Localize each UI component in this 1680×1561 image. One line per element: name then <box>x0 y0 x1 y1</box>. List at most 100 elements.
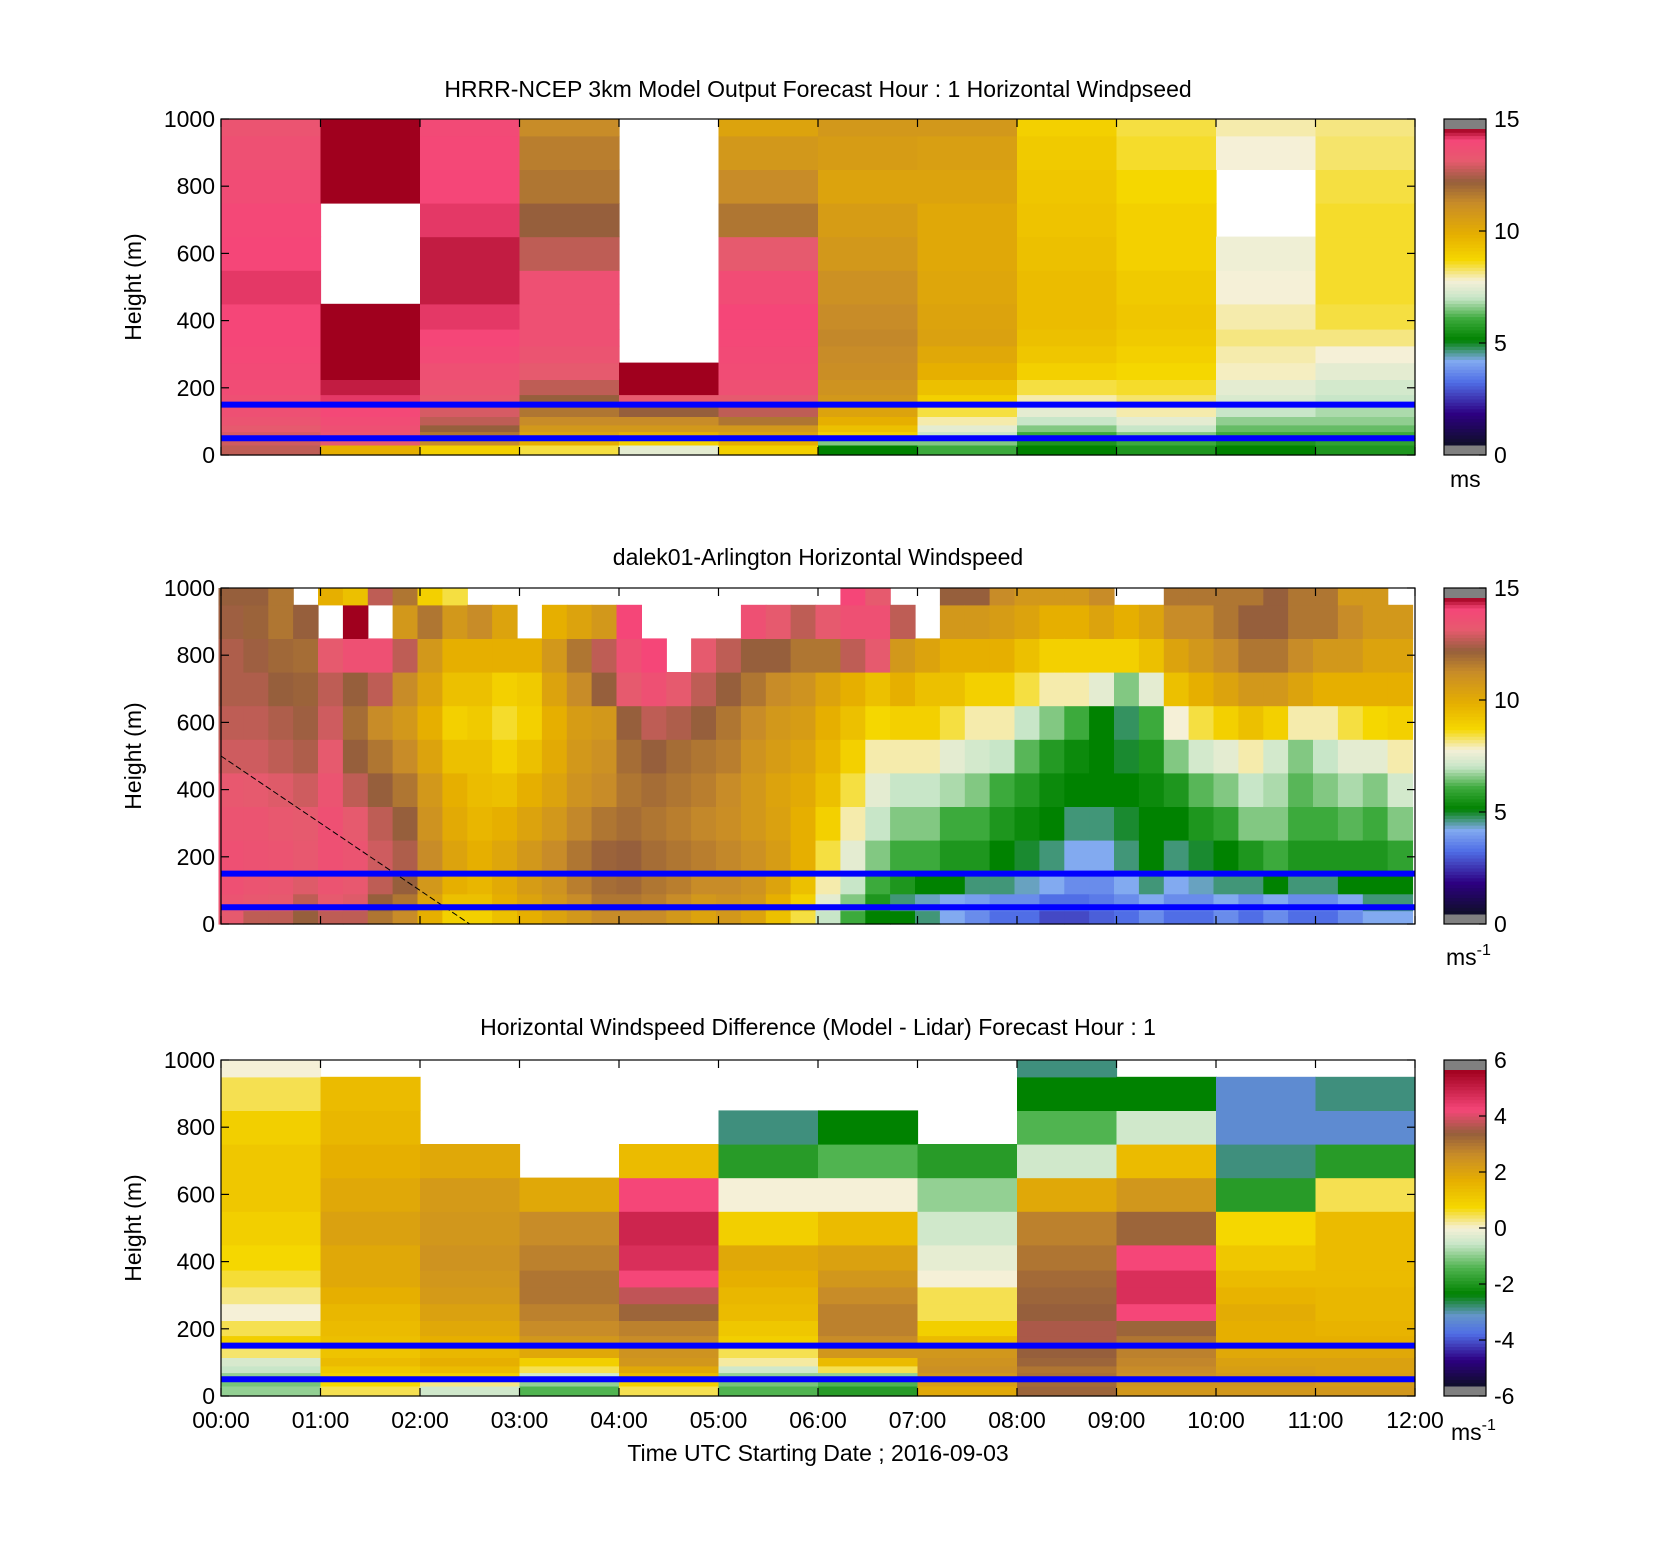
heatmap-cell <box>293 705 319 740</box>
heatmap-cell <box>1362 910 1389 925</box>
heatmap-cell <box>939 588 966 606</box>
heatmap-cell <box>221 345 322 364</box>
heatmap-cell <box>964 806 991 841</box>
heatmap-cell <box>442 739 468 774</box>
y-tick-label: 1000 <box>164 106 215 132</box>
heatmap-cell <box>243 588 269 606</box>
heatmap-cell <box>420 203 521 238</box>
heatmap-cell <box>818 329 919 347</box>
colorbar-swatch <box>1444 1293 1486 1298</box>
heatmap-cell <box>865 705 891 740</box>
heatmap-cell <box>619 1303 720 1321</box>
colorbar-swatch <box>1444 329 1486 334</box>
heatmap-cell <box>740 672 767 707</box>
heatmap-cell <box>517 705 543 740</box>
heatmap-cell <box>1315 1270 1416 1288</box>
colorbar-swatch <box>1444 765 1486 770</box>
heatmap-cell <box>492 772 518 807</box>
heatmap-cell <box>1216 379 1317 396</box>
heatmap-cell <box>1017 362 1118 380</box>
colorbar-swatch <box>1444 742 1486 747</box>
heatmap-cell <box>840 772 866 807</box>
colorbar-tick-label: 15 <box>1494 575 1520 601</box>
colorbar-swatch <box>1444 198 1486 202</box>
heatmap-cell <box>442 705 468 740</box>
colorbar-swatch <box>1444 746 1486 750</box>
colorbar-swatch <box>1444 1112 1486 1117</box>
heatmap-cell <box>716 705 742 740</box>
colorbar-swatch <box>1444 1181 1486 1186</box>
heatmap-cell <box>1163 806 1190 841</box>
heatmap-cell <box>917 1270 1018 1288</box>
heatmap-cell <box>1216 119 1317 137</box>
heatmap-cell <box>840 739 866 774</box>
reference-lines <box>221 401 1415 442</box>
heatmap-cell <box>417 739 443 774</box>
heatmap-cell <box>915 910 941 925</box>
colorbar-swatch <box>1444 854 1486 859</box>
colorbar-swatch <box>1444 1307 1486 1311</box>
heatmap-cell <box>519 1177 620 1212</box>
colorbar-swatch <box>1444 142 1486 146</box>
colorbar-swatch <box>1444 431 1486 436</box>
colorbar-swatch <box>1444 1362 1486 1367</box>
colorbar-cap <box>1444 914 1486 924</box>
y-tick-label: 200 <box>177 375 215 401</box>
heatmap-cell <box>1216 444 1317 456</box>
colorbar-swatch <box>1444 138 1486 143</box>
heatmap-cell <box>320 1379 421 1387</box>
heatmap-cell <box>1089 705 1115 740</box>
colorbar-swatch <box>1444 772 1486 777</box>
colorbar-swatch <box>1444 1201 1486 1206</box>
heatmap-cell <box>1216 1177 1317 1212</box>
colorbar-swatch <box>1444 254 1486 258</box>
colorbar-swatch <box>1444 1185 1486 1189</box>
heatmap-cell <box>1017 1270 1118 1288</box>
colorbar-swatch <box>1444 326 1486 331</box>
colorbar-swatch <box>1444 1175 1486 1180</box>
colorbar-swatch <box>1444 802 1486 806</box>
heatmap-cell <box>243 910 269 925</box>
heatmap-cell <box>420 329 521 347</box>
colorbar: 0 5 10 15 <box>1443 575 1520 937</box>
heatmap-cell <box>840 672 866 707</box>
heatmap-cell <box>591 638 618 673</box>
heatmap-cell <box>1216 345 1317 364</box>
heatmap-cell <box>541 705 568 740</box>
colorbar-swatch <box>1444 808 1486 813</box>
colorbar: 0 5 10 15 <box>1443 106 1520 468</box>
heatmap-cell <box>989 588 1016 606</box>
heatmap-cell <box>221 270 322 305</box>
heatmap-cell <box>666 910 692 925</box>
heatmap-cell <box>1288 705 1314 740</box>
heatmap-cell <box>1114 806 1140 841</box>
heatmap-cell <box>915 638 941 673</box>
heatmap-cell <box>1188 638 1215 673</box>
heatmap-cell <box>718 424 819 433</box>
heatmap-cell <box>619 416 720 426</box>
colorbar-swatch <box>1444 148 1486 153</box>
colorbar-swatch <box>1444 683 1486 688</box>
heatmap-cell <box>420 1385 521 1397</box>
heatmap-cell <box>917 424 1018 433</box>
colorbar-swatch <box>1444 805 1486 810</box>
heatmap-cell <box>740 772 767 807</box>
heatmap-cell <box>1014 806 1040 841</box>
heatmap-cell <box>1116 203 1217 238</box>
heatmap-cell <box>1116 303 1217 330</box>
heatmap-cell <box>442 604 468 639</box>
heatmap-cell <box>740 806 767 841</box>
colorbar-swatch <box>1444 1359 1486 1364</box>
x-tick-label: 10:00 <box>1187 1407 1245 1433</box>
colorbar-swatch <box>1444 1228 1486 1232</box>
colorbar-swatch <box>1444 1096 1486 1101</box>
heatmap-cell <box>641 806 667 841</box>
heatmap-cell <box>318 806 344 841</box>
colorbar-swatch <box>1444 1106 1486 1110</box>
colorbar-swatch <box>1444 1122 1486 1127</box>
colorbar-swatch <box>1444 795 1486 800</box>
colorbar-swatch <box>1444 673 1486 678</box>
heatmap-cell <box>1288 806 1314 841</box>
heatmap-cell <box>1163 772 1190 807</box>
heatmap-cell <box>342 588 369 606</box>
